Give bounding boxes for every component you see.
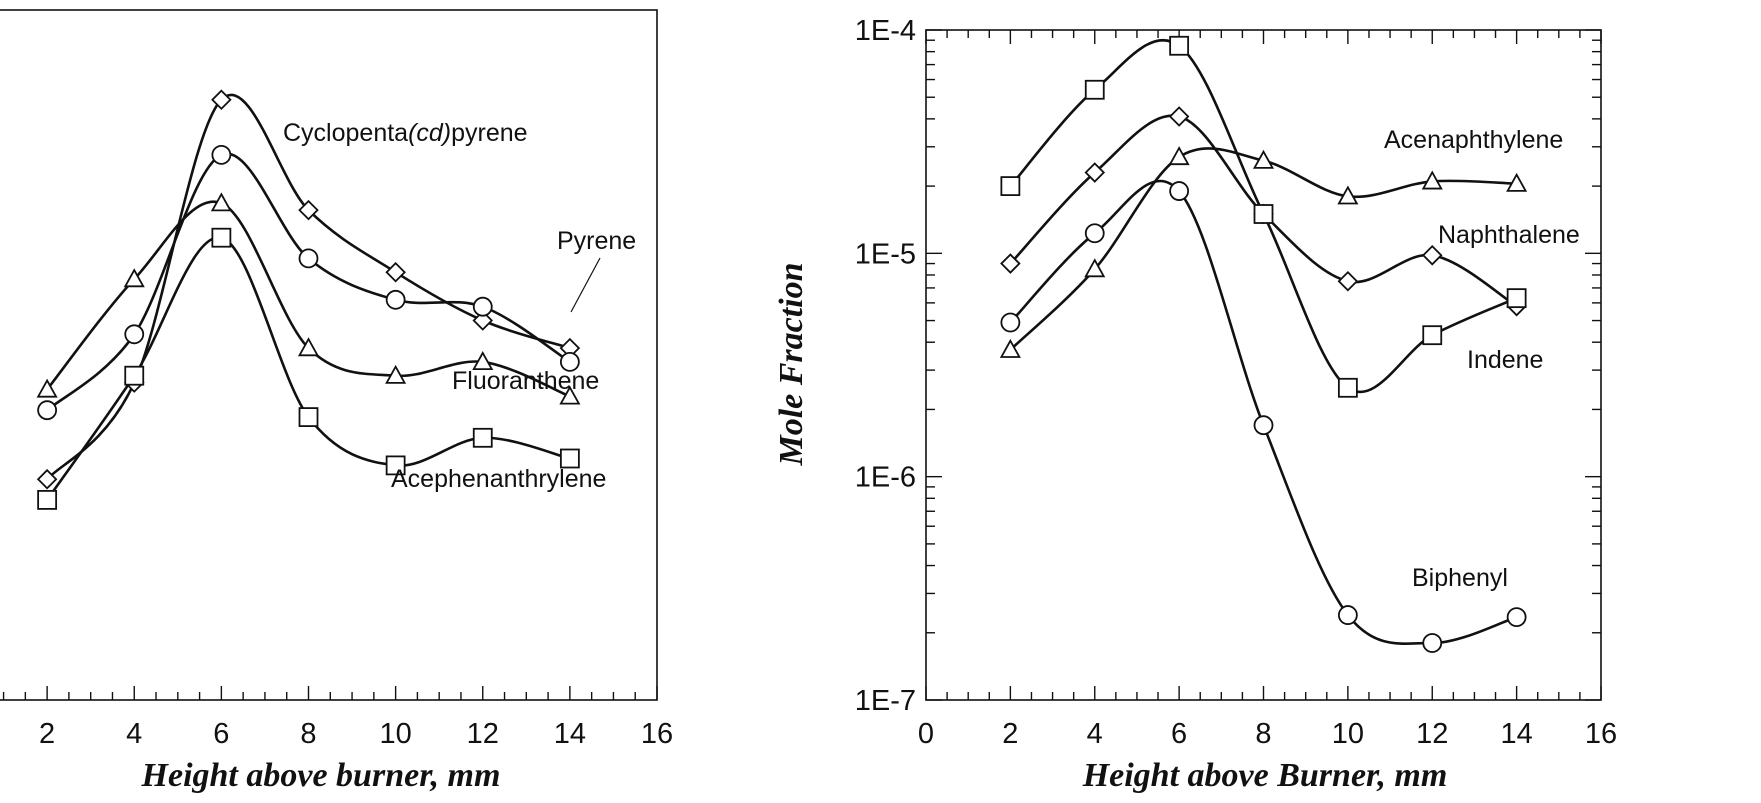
left-chart: 2 4 6 8 10 12 14 16 Height above burner, mm Cyc… [0,9,673,794]
label-indene: Indene [1467,346,1543,374]
marker-fluoranthene [559,385,581,405]
marker-biphenyl [1253,415,1274,436]
marker-pyrene [298,248,319,269]
right-x-tick-label: 12 [1416,718,1448,750]
marker-acenaphthylene [1168,146,1190,166]
right-x-tick-label: 16 [1585,718,1617,750]
marker-naphthalene [1337,270,1359,292]
marker-acephenanthrylene [385,455,406,476]
marker-cyclopenta-cd-pyrene [36,468,58,490]
marker-pyrene [211,144,232,165]
marker-biphenyl [1169,181,1190,201]
marker-naphthalene [1168,106,1190,127]
left-x-tick-label: 2 [39,718,55,750]
marker-fluoranthene [36,378,58,398]
marker-fluoranthene [123,268,145,288]
right-y-axis-title: Mole Fraction [773,262,810,466]
marker-cyclopenta-cd-pyrene [385,261,406,283]
marker-naphthalene [1000,253,1021,274]
marker-biphenyl [1084,223,1105,244]
right-x-tick-label: 2 [1002,718,1018,750]
right-chart: 0 2 4 6 8 10 12 14 16 1E-7 1E-6 1E-5 1E-4 Height abo… [773,15,1617,794]
marker-acenaphthylene [1252,149,1275,169]
marker-acephenanthrylene [472,427,493,448]
marker-acephenanthrylene [211,227,232,248]
marker-biphenyl [1506,607,1527,628]
label-acephenanthrylene: Acephenanthrylene [391,465,606,493]
marker-fluoranthene [385,364,407,384]
marker-fluoranthene [297,337,320,357]
marker-acenaphthylene [1084,258,1106,278]
left-x-tick-label: 16 [641,718,673,750]
left-x-tick-label: 12 [467,718,499,750]
right-y-tick-label: 1E-6 [855,462,916,494]
marker-acenaphthylene [1421,170,1443,190]
marker-naphthalene [1421,245,1443,266]
marker-acephenanthrylene [37,489,58,510]
left-x-axis-title: Height above burner, mm [141,757,501,794]
marker-cyclopenta-cd-pyrene [472,310,494,331]
label-biphenyl: Biphenyl [1412,564,1508,592]
label-acenaphthylene: Acenaphthylene [1384,126,1563,154]
marker-indene [1506,288,1527,309]
marker-biphenyl [1422,633,1443,653]
marker-acephenanthrylene [124,365,145,386]
marker-indene [1422,325,1443,346]
marker-pyrene [472,296,493,317]
marker-pyrene [37,400,58,421]
right-x-tick-label: 6 [1171,718,1187,750]
marker-indene [1084,79,1105,100]
right-x-tick-label: 0 [918,718,934,750]
right-axis-ticks: 0 2 4 6 8 10 12 14 16 1E-7 1E-6 1E-5 1E-4 [855,15,1617,750]
marker-pyrene [559,351,580,372]
right-x-tick-label: 8 [1255,718,1271,750]
label-pyrene: Pyrene [557,227,636,255]
marker-acephenanthrylene [559,448,580,469]
left-x-tick-label: 14 [554,718,586,750]
label-cyclopenta-part2: (cd) [408,119,451,147]
label-cyclopenta-part1: Cyclopenta [283,119,408,147]
label-cyclopenta-pyrene: Cyclopenta(cd)pyrene [283,119,528,147]
marker-fluoranthene [210,192,232,212]
right-y-tick-label: 1E-4 [855,15,916,47]
left-x-tick-label: 6 [213,718,229,750]
marker-naphthalene [1084,162,1106,183]
right-x-tick-label: 4 [1087,718,1103,750]
label-fluoranthene: Fluoranthene [452,367,599,395]
marker-fluoranthene [472,351,494,371]
marker-acenaphthylene [1337,185,1359,205]
left-x-tick-label: 4 [126,718,142,750]
marker-indene [1169,35,1190,56]
left-x-tick-label: 10 [379,718,411,750]
marker-indene [1253,204,1274,224]
marker-pyrene [385,289,406,310]
pyrene-leader-line [570,257,601,313]
left-markers [36,89,581,510]
label-naphthalene: Naphthalene [1438,221,1580,249]
marker-cyclopenta-cd-pyrene [211,89,232,110]
right-y-tick-label: 1E-5 [855,238,916,270]
right-markers [999,35,1528,653]
label-cyclopenta-part3: pyrene [451,119,527,147]
right-y-tick-label: 1E-7 [855,685,916,717]
left-x-ticks: 2 4 6 8 10 12 14 16 [2,686,673,750]
left-x-tick-label: 8 [300,718,316,750]
marker-acephenanthrylene [298,407,319,428]
marker-acenaphthylene [999,338,1021,358]
marker-pyrene [124,324,145,345]
right-x-tick-label: 10 [1332,718,1364,750]
marker-acenaphthylene [1506,172,1528,192]
marker-indene [1337,377,1358,398]
marker-indene [1000,176,1021,197]
marker-biphenyl [1337,605,1358,625]
right-x-axis-title: Height above Burner, mm [1082,757,1448,794]
right-x-tick-label: 14 [1500,718,1532,750]
marker-cyclopenta-cd-pyrene [298,199,319,221]
marker-biphenyl [1000,312,1021,333]
